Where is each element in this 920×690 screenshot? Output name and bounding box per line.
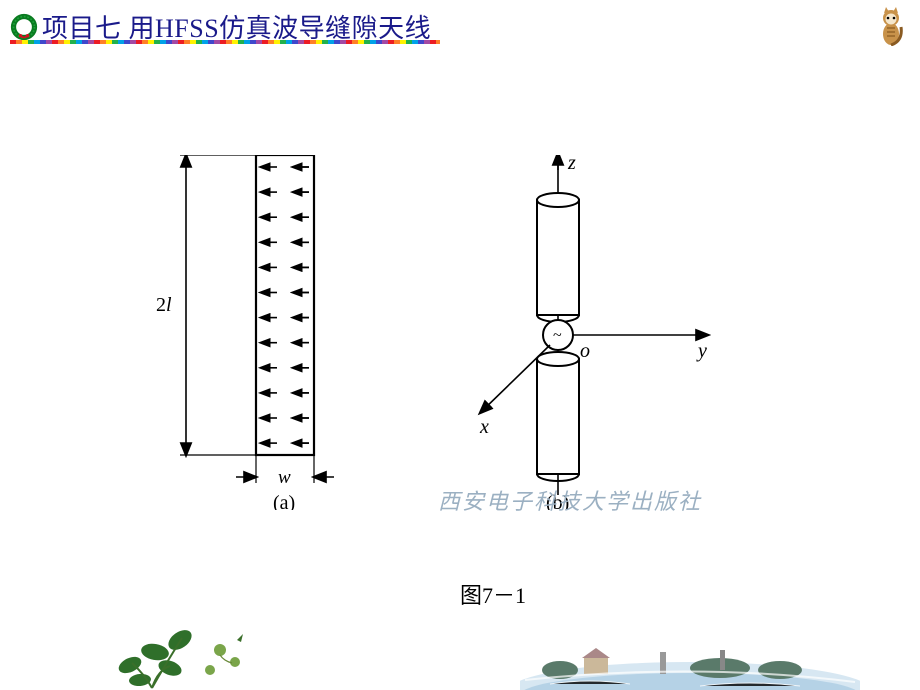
svg-text:~: ~: [553, 327, 562, 344]
plant-decoration-icon: [110, 610, 270, 690]
figure-7-1: 2lw(a) z~yox(b): [148, 155, 758, 510]
svg-text:z: z: [567, 155, 576, 174]
panel-b: z~yox(b): [479, 155, 708, 510]
figure-caption: 图7－1: [460, 578, 526, 610]
cat-icon: [876, 6, 906, 46]
svg-text:y: y: [696, 340, 707, 362]
panel-a: 2l w (a): [156, 155, 334, 510]
rainbow-rule: [10, 40, 440, 44]
svg-text:2l: 2l: [156, 294, 172, 316]
publisher-watermark: 西安电子科技大学出版社: [438, 484, 702, 516]
svg-text:x: x: [479, 416, 489, 438]
wreath-icon: [10, 13, 38, 41]
landscape-decoration-icon: [520, 620, 860, 690]
svg-text:(a): (a): [273, 492, 295, 510]
svg-text:w: w: [278, 467, 291, 488]
svg-text:o: o: [580, 340, 590, 362]
